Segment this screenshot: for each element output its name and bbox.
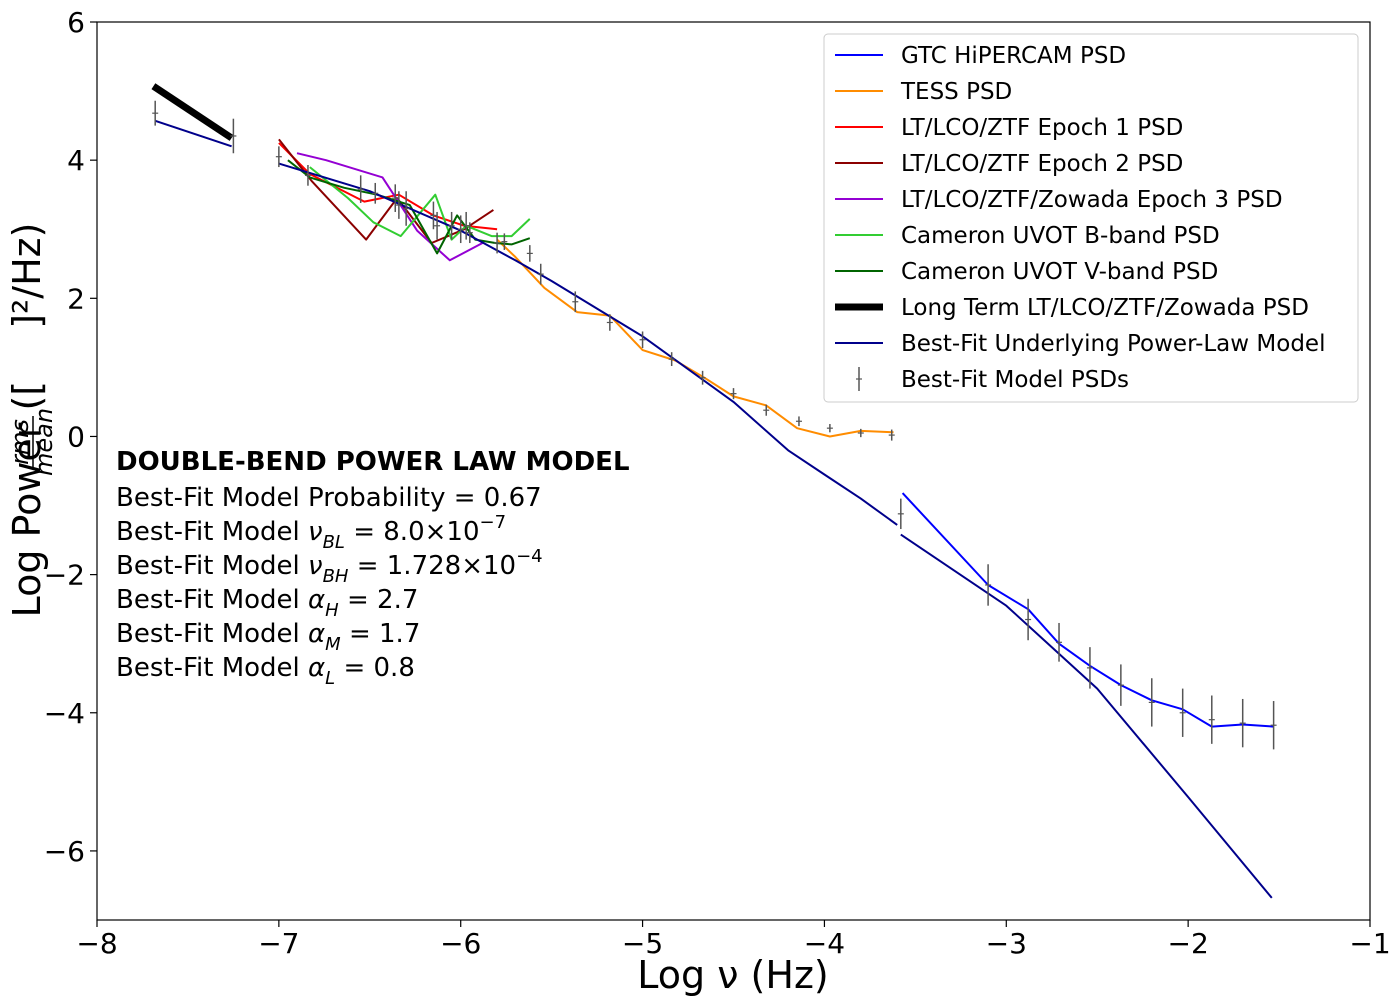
series-line-cameron-uvot-v-band-psd [287, 159, 531, 255]
nu-bl-prefix: Best-Fit Model [116, 517, 308, 547]
y-axis-title-spacer [5, 369, 49, 381]
model-annotation: DOUBLE-BEND POWER LAW MODEL Best-Fit Mod… [116, 447, 630, 689]
annotation-probability: Best-Fit Model Probability = 0.67 [116, 483, 542, 513]
x-tick-label: −1 [1349, 927, 1390, 960]
legend-label: Best-Fit Model PSDs [901, 367, 1129, 393]
x-tick-label: −4 [804, 927, 845, 960]
legend-label: Long Term LT/LCO/ZTF/Zowada PSD [901, 295, 1309, 321]
plot-frame [96, 21, 1371, 921]
legend-label: LT/LCO/ZTF Epoch 1 PSD [901, 115, 1183, 141]
legend-entry-tess-psd: TESS PSD [835, 79, 1012, 105]
alpha-h-prefix: Best-Fit Model [116, 585, 308, 615]
x-tick-label: −2 [1168, 927, 1209, 960]
svg-text:Log Power ([ ]²/Hz): Log Power ([ ]²/Hz) [5, 223, 49, 618]
nu-bh-value: = 1.728×10 [348, 551, 516, 581]
alpha-l-prefix: Best-Fit Model [116, 653, 308, 683]
alpha-m-symbol: α [308, 619, 325, 649]
alpha-m-value: = 1.7 [341, 619, 421, 649]
alpha-m-sub: M [325, 634, 341, 655]
legend-entry-best-fit-underlying-power-law-model: Best-Fit Underlying Power-Law Model [835, 331, 1325, 357]
legend-entry-lt-lco-ztf-zowada-epoch-3-psd: LT/LCO/ZTF/Zowada Epoch 3 PSD [835, 187, 1283, 213]
y-tick-label: 2 [67, 282, 85, 315]
legend-entry-long-term-lt-lco-ztf-zowada-psd: Long Term LT/LCO/ZTF/Zowada PSD [835, 295, 1309, 321]
legend-box [823, 33, 1359, 403]
data-layer [151, 83, 1277, 899]
y-axis-title-suffix: ]²/Hz) [5, 223, 49, 329]
legend-entry-gtc-hipercam-psd: GTC HiPERCAM PSD [835, 43, 1126, 69]
y-axis-title-fraction: rms mean [6, 408, 58, 476]
series-cameron-uvot-b-band-psd [309, 166, 531, 241]
x-axis-title: Log ν (Hz) [637, 953, 828, 997]
y-axis-title-frac-den: mean [30, 408, 58, 476]
alpha-m-prefix: Best-Fit Model [116, 619, 308, 649]
nu-bh-symbol: ν [308, 551, 323, 581]
legend-entries: GTC HiPERCAM PSD TESS PSD LT/LCO/ZTF Epoch… [835, 43, 1325, 393]
y-tick-label: 0 [67, 420, 85, 453]
y-tick-label: 6 [67, 6, 85, 39]
annotation-nu-bh: Best-Fit Model νBH = 1.728×10−4 [116, 546, 543, 587]
series-line-long-term-lt-lco-ztf-zowada-psd [151, 83, 234, 141]
annotation-alpha-l: Best-Fit Model αL = 0.8 [116, 653, 415, 689]
alpha-l-value: = 0.8 [335, 653, 415, 683]
x-axis: −8 −7 −6 −5 −4 −3 −2 −1 [76, 920, 1391, 960]
alpha-h-value: = 2.7 [339, 585, 419, 615]
y-tick-label: −4 [44, 697, 85, 730]
annotation-alpha-h: Best-Fit Model αH = 2.7 [116, 585, 418, 621]
legend-label: GTC HiPERCAM PSD [901, 43, 1126, 69]
y-axis-title-prefix: Log Power ([ [5, 381, 49, 618]
series-tess-psd [496, 238, 894, 438]
alpha-h-symbol: α [308, 585, 325, 615]
legend-entry-cameron-uvot-v-band-psd: Cameron UVOT V-band PSD [835, 259, 1218, 285]
nu-bl-symbol: ν [308, 517, 323, 547]
y-axis-title: Log Power ([ ]²/Hz) [5, 223, 49, 618]
nu-bl-exp: −7 [480, 512, 507, 533]
legend-entry-lt-lco-ztf-epoch-1-psd: LT/LCO/ZTF Epoch 1 PSD [835, 115, 1183, 141]
y-tick-label: −6 [44, 835, 85, 868]
alpha-l-sub: L [325, 668, 335, 689]
series-line-cameron-uvot-b-band-psd [309, 166, 531, 241]
legend-entry-cameron-uvot-b-band-psd: Cameron UVOT B-band PSD [835, 223, 1220, 249]
y-axis: −6 −4 −2 0 2 4 6 [44, 6, 97, 868]
nu-bh-exp: −4 [516, 546, 543, 567]
annotation-nu-bl: Best-Fit Model νBL = 8.0×10−7 [116, 512, 506, 553]
annotation-title: DOUBLE-BEND POWER LAW MODEL [116, 447, 630, 477]
series-best-fit-model-psds [152, 100, 1277, 750]
legend-entry-lt-lco-ztf-epoch-2-psd: LT/LCO/ZTF Epoch 2 PSD [835, 151, 1183, 177]
x-tick-label: −6 [440, 927, 481, 960]
series-line-best-fit-underlying-power-law-model [900, 533, 1273, 899]
y-tick-label: −2 [44, 559, 85, 592]
x-tick-label: −3 [986, 927, 1027, 960]
legend-label: LT/LCO/ZTF/Zowada Epoch 3 PSD [901, 187, 1283, 213]
legend: GTC HiPERCAM PSD TESS PSD LT/LCO/ZTF Epoch… [823, 33, 1359, 403]
annotation-alpha-m: Best-Fit Model αM = 1.7 [116, 619, 420, 655]
y-tick-label: 4 [67, 144, 85, 177]
legend-label: Cameron UVOT V-band PSD [901, 259, 1218, 285]
nu-bh-prefix: Best-Fit Model [116, 551, 308, 581]
legend-label: Cameron UVOT B-band PSD [901, 223, 1220, 249]
y-axis-title-frac-num: rms [6, 419, 34, 465]
legend-entry-best-fit-model-psds: Best-Fit Model PSDs [856, 367, 1129, 393]
alpha-l-symbol: α [308, 653, 325, 683]
series-line-tess-psd [496, 238, 894, 438]
alpha-h-sub: H [325, 600, 339, 621]
series-line-best-fit-underlying-power-law-model [154, 119, 232, 148]
x-tick-label: −8 [76, 927, 117, 960]
x-tick-label: −5 [622, 927, 663, 960]
series-cameron-uvot-v-band-psd [287, 159, 531, 255]
nu-bl-sub: BL [323, 532, 345, 553]
legend-label: LT/LCO/ZTF Epoch 2 PSD [901, 151, 1183, 177]
x-tick-label: −7 [258, 927, 299, 960]
nu-bh-sub: BH [323, 566, 349, 587]
legend-label: TESS PSD [900, 79, 1012, 105]
legend-label: Best-Fit Underlying Power-Law Model [901, 331, 1325, 357]
series-long-term-lt-lco-ztf-zowada-psd [151, 83, 234, 141]
nu-bl-value: = 8.0×10 [345, 517, 480, 547]
